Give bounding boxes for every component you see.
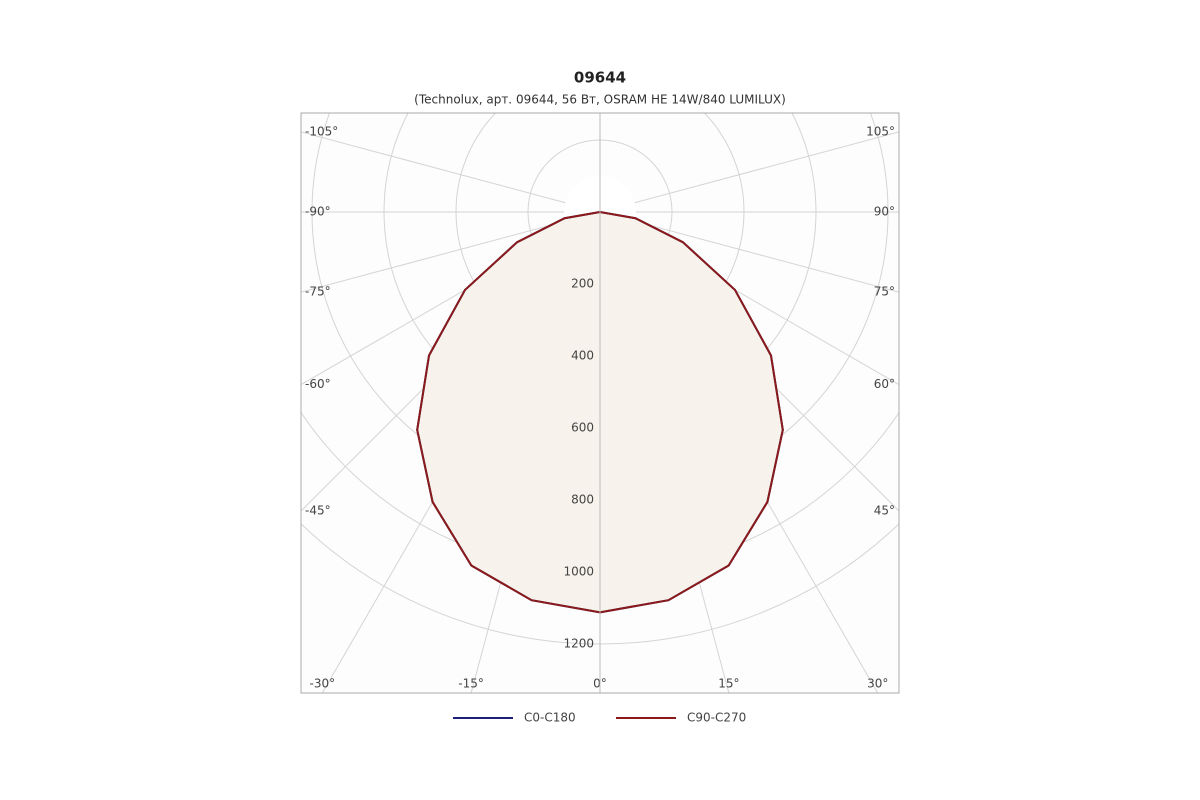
theta-tick-label: -75° <box>305 285 331 299</box>
theta-tick-label: 90° <box>874 205 895 219</box>
theta-tick-label: -60° <box>305 377 331 391</box>
theta-tick-label: -15° <box>458 677 484 691</box>
theta-tick-label: -30° <box>309 677 335 691</box>
r-tick-label: 1200 <box>563 637 594 651</box>
labels: -105°-90°-75°-60°-45°-30° -15° 0° 15° 30°45°… <box>305 113 895 693</box>
theta-tick-label: 75° <box>874 285 895 299</box>
theta-tick-label: 45° <box>874 504 895 518</box>
r-tick-label: 600 <box>571 421 594 435</box>
theta-tick-label: 30° <box>867 677 888 691</box>
theta-tick-label: 15° <box>718 677 739 691</box>
grid-ray <box>599 131 899 213</box>
theta-tick-label: -90° <box>305 205 331 219</box>
chart-title: 09644 <box>574 69 626 87</box>
r-tick-label: 800 <box>571 493 594 507</box>
legend-label: C0-C180 <box>524 711 576 725</box>
r-tick-label: 1000 <box>563 565 594 579</box>
theta-tick-label: 105° <box>866 124 895 138</box>
plot-frame <box>300 112 900 694</box>
legend: C0-C180 C90-C270 <box>453 711 746 725</box>
grid-ray <box>301 131 601 213</box>
theta-tick-label: -105° <box>305 124 338 138</box>
legend-label: C90-C270 <box>687 711 746 725</box>
theta-tick-label: 60° <box>874 377 895 391</box>
chart-subtitle: (Technolux, арт. 09644, 56 Вт, OSRAM HE … <box>414 93 786 107</box>
r-tick-label: 400 <box>571 349 594 363</box>
r-tick-label: 200 <box>571 277 594 291</box>
theta-tick-label: -45° <box>305 504 331 518</box>
